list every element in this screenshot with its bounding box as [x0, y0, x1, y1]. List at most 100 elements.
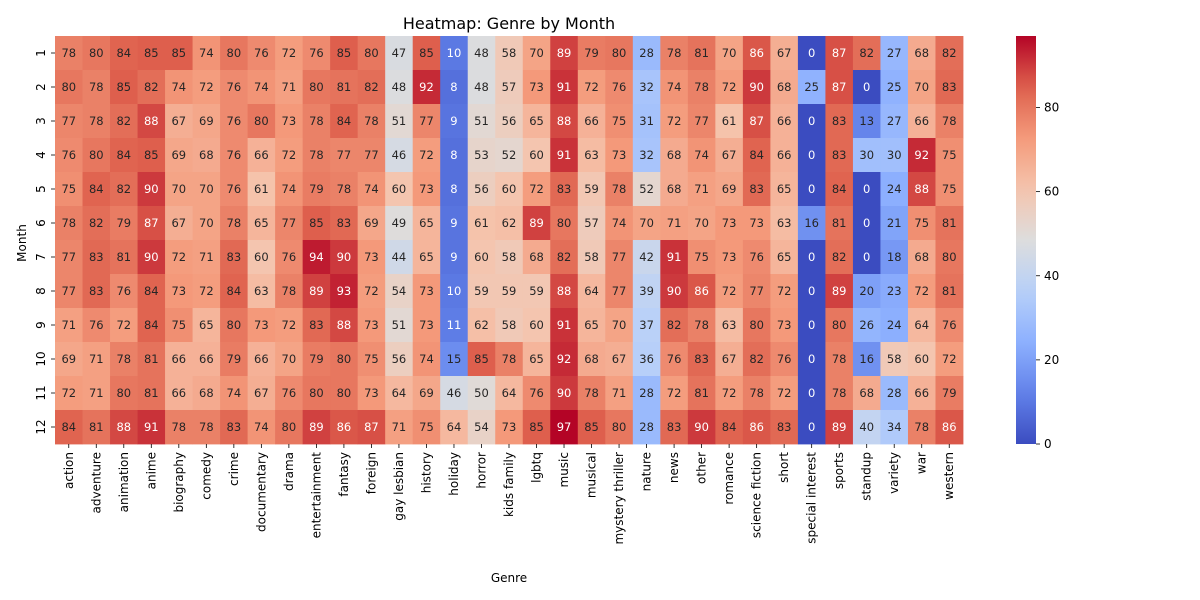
cell-value-label: 67 [722, 352, 737, 366]
cell-value-label: 50 [474, 386, 489, 400]
heatmap-cell [660, 206, 689, 241]
cell-value-label: 85 [116, 80, 131, 94]
heatmap-cell [495, 70, 524, 105]
cell-value-label: 81 [337, 80, 352, 94]
cell-value-label: 26 [859, 318, 874, 332]
cell-value-label: 70 [529, 46, 544, 60]
x-tick-label: holiday [447, 452, 461, 496]
heatmap-cell [550, 274, 579, 309]
x-tick-label: crime [227, 452, 241, 486]
cell-value-label: 86 [694, 284, 709, 298]
cell-value-label: 74 [254, 80, 269, 94]
heatmap-cell [110, 206, 138, 241]
heatmap-cell [660, 308, 689, 343]
heatmap-cell [825, 138, 854, 173]
cell-value-label: 71 [282, 80, 297, 94]
heatmap-cell [907, 36, 936, 71]
cell-value-label: 82 [557, 250, 572, 264]
cell-value-label: 80 [832, 318, 847, 332]
cell-value-label: 23 [887, 284, 902, 298]
heatmap-cell [275, 410, 304, 445]
heatmap-cell [55, 274, 83, 309]
heatmap-cell [440, 70, 469, 105]
cell-value-label: 72 [942, 352, 957, 366]
cell-value-label: 24 [887, 318, 902, 332]
heatmap-cell [275, 308, 304, 343]
heatmap-cell [137, 206, 166, 241]
heatmap-cell [715, 36, 744, 71]
cell-value-label: 72 [419, 148, 434, 162]
cell-value-label: 80 [116, 386, 131, 400]
cell-value-label: 58 [887, 352, 902, 366]
cell-value-label: 63 [254, 284, 269, 298]
cell-value-label: 68 [529, 250, 544, 264]
heatmap-cell [605, 274, 634, 309]
cell-value-label: 89 [529, 216, 544, 230]
cell-value-label: 69 [199, 114, 214, 128]
cell-value-label: 76 [282, 250, 297, 264]
heatmap-cell [797, 240, 826, 275]
heatmap-cell [852, 308, 881, 343]
heatmap-cell [165, 240, 193, 275]
cell-value-label: 92 [419, 80, 434, 94]
cell-value-label: 57 [584, 216, 599, 230]
heatmap-cell [687, 342, 716, 377]
heatmap-cell [605, 138, 634, 173]
heatmap-cell [687, 104, 716, 139]
cell-value-label: 73 [419, 284, 434, 298]
heatmap-cell [275, 376, 304, 411]
heatmap-cell [412, 342, 441, 377]
cell-value-label: 74 [171, 80, 186, 94]
heatmap-cell [275, 274, 304, 309]
heatmap-cell [357, 70, 386, 105]
heatmap-cell [357, 104, 386, 139]
heatmap-cell [742, 274, 771, 309]
heatmap-cell [357, 172, 386, 207]
heatmap-cell [55, 138, 83, 173]
cell-value-label: 92 [914, 148, 929, 162]
cell-value-label: 72 [584, 80, 599, 94]
heatmap-cell [605, 308, 634, 343]
cell-value-label: 66 [777, 114, 792, 128]
cell-value-label: 87 [832, 80, 847, 94]
cell-value-label: 72 [171, 250, 186, 264]
heatmap-cell [220, 308, 249, 343]
y-tick-label: 5 [34, 185, 48, 193]
cell-value-label: 28 [887, 386, 902, 400]
heatmap-cell [220, 274, 249, 309]
cell-value-label: 60 [529, 148, 544, 162]
cell-value-label: 72 [529, 182, 544, 196]
cell-value-label: 68 [199, 148, 214, 162]
x-tick-label: documentary [254, 452, 268, 532]
heatmap-cell [687, 36, 716, 71]
cell-value-label: 80 [61, 80, 76, 94]
heatmap-cell [247, 206, 276, 241]
heatmap-cell [935, 240, 964, 275]
cell-value-label: 65 [777, 250, 792, 264]
heatmap-cell [165, 410, 193, 445]
cell-value-label: 84 [144, 284, 159, 298]
x-tick-label: standup [860, 452, 874, 501]
cell-value-label: 0 [808, 46, 815, 60]
cell-value-label: 67 [612, 352, 627, 366]
cell-value-label: 21 [887, 216, 902, 230]
cell-value-label: 64 [584, 284, 599, 298]
cell-value-label: 69 [419, 386, 434, 400]
cell-value-label: 0 [863, 182, 870, 196]
heatmap-cell [825, 70, 854, 105]
heatmap-cell [137, 70, 166, 105]
heatmap-cell [440, 172, 469, 207]
cell-value-label: 64 [447, 420, 462, 434]
heatmap-cell [330, 70, 359, 105]
cell-value-label: 88 [557, 114, 572, 128]
cell-value-label: 0 [808, 250, 815, 264]
heatmap-cell [495, 240, 524, 275]
cell-value-label: 67 [254, 386, 269, 400]
cell-value-label: 76 [612, 80, 627, 94]
heatmap-cell [797, 376, 826, 411]
heatmap-cell [192, 240, 221, 275]
cell-value-label: 87 [749, 114, 764, 128]
heatmap-cell [385, 240, 414, 275]
heatmap-cell [357, 376, 386, 411]
heatmap-cell [632, 342, 661, 377]
